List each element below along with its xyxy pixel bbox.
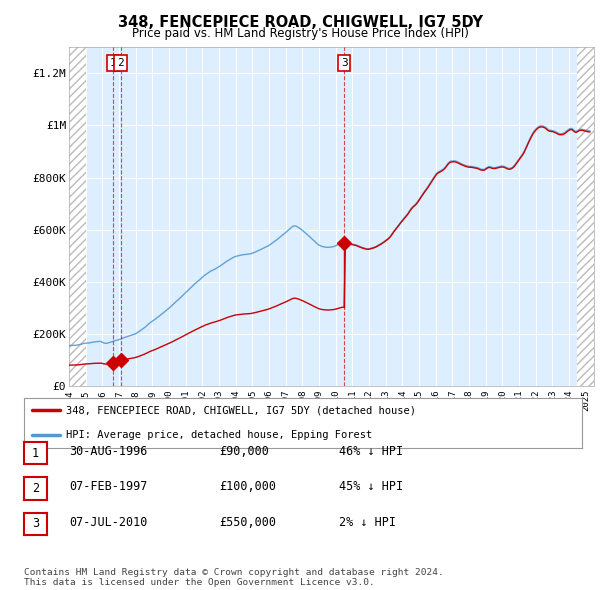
Text: 348, FENCEPIECE ROAD, CHIGWELL, IG7 5DY: 348, FENCEPIECE ROAD, CHIGWELL, IG7 5DY xyxy=(118,15,482,30)
Text: 45% ↓ HPI: 45% ↓ HPI xyxy=(339,480,403,493)
Text: 2: 2 xyxy=(117,58,124,68)
Text: £90,000: £90,000 xyxy=(219,445,269,458)
Text: Price paid vs. HM Land Registry's House Price Index (HPI): Price paid vs. HM Land Registry's House … xyxy=(131,27,469,40)
Text: 07-FEB-1997: 07-FEB-1997 xyxy=(69,480,148,493)
Text: Contains HM Land Registry data © Crown copyright and database right 2024.
This d: Contains HM Land Registry data © Crown c… xyxy=(24,568,444,587)
Text: 30-AUG-1996: 30-AUG-1996 xyxy=(69,445,148,458)
Text: 1: 1 xyxy=(110,58,117,68)
Text: £550,000: £550,000 xyxy=(219,516,276,529)
Text: HPI: Average price, detached house, Epping Forest: HPI: Average price, detached house, Eppi… xyxy=(66,430,372,440)
Text: 46% ↓ HPI: 46% ↓ HPI xyxy=(339,445,403,458)
Text: 07-JUL-2010: 07-JUL-2010 xyxy=(69,516,148,529)
Text: 2: 2 xyxy=(32,482,39,495)
Text: 3: 3 xyxy=(341,58,347,68)
Text: 3: 3 xyxy=(32,517,39,530)
Text: 348, FENCEPIECE ROAD, CHIGWELL, IG7 5DY (detached house): 348, FENCEPIECE ROAD, CHIGWELL, IG7 5DY … xyxy=(66,405,416,415)
Text: 1: 1 xyxy=(32,447,39,460)
Text: £100,000: £100,000 xyxy=(219,480,276,493)
Text: 2% ↓ HPI: 2% ↓ HPI xyxy=(339,516,396,529)
